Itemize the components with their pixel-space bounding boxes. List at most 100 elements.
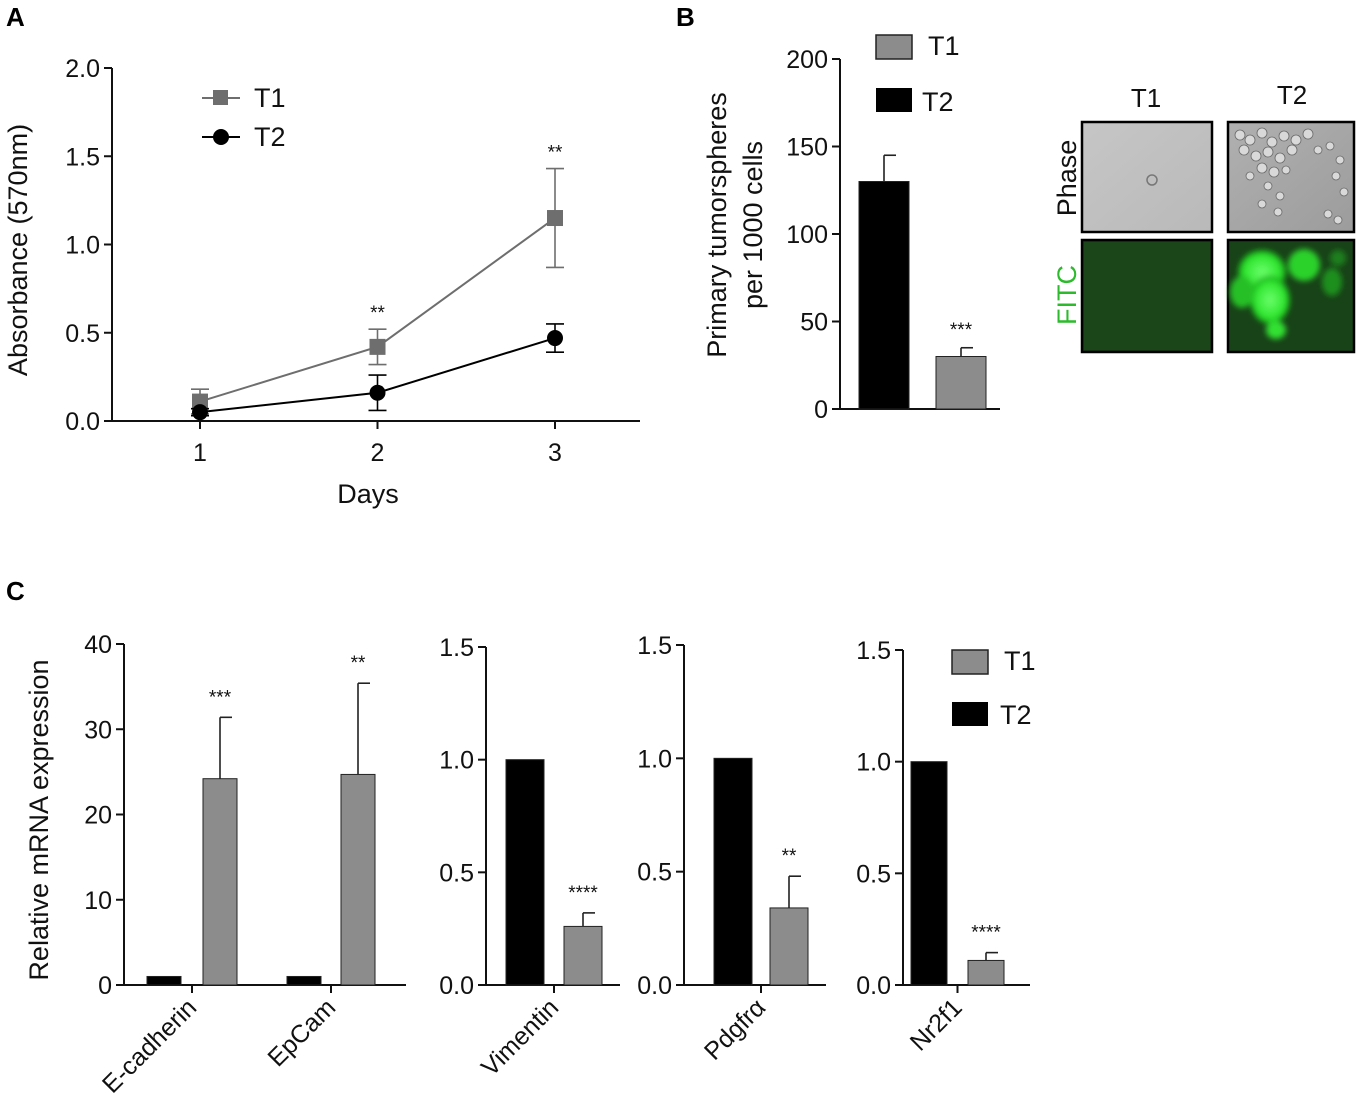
panel-c2-marks: **** bbox=[505, 759, 603, 986]
significance-annotation: ** bbox=[548, 143, 563, 164]
panel-a-x-axis-label: Days bbox=[337, 479, 399, 509]
bar-e-cadherin-t2 bbox=[146, 975, 182, 986]
bar-t2 bbox=[858, 181, 910, 410]
panel-b-legend: T1 T2 bbox=[875, 31, 960, 117]
significance-annotation: *** bbox=[950, 320, 973, 341]
legend-t2-label: T2 bbox=[1000, 700, 1032, 730]
panel-c3-y-tick-label: 1.5 bbox=[637, 632, 672, 660]
panel-a-marks: ** ** bbox=[191, 143, 564, 421]
panel-a-y-tick-label: 0.5 bbox=[65, 320, 100, 348]
data-point-t2 bbox=[369, 384, 386, 401]
panel-c4-y-tick-label: 0.0 bbox=[856, 972, 891, 1000]
significance-annotation: ** bbox=[782, 846, 797, 867]
panel-c4-x-tick-label: Nr2f1 bbox=[905, 993, 968, 1056]
panel-a-x-tick-label: 1 bbox=[193, 439, 207, 467]
panel-b-y-tick-label: 0 bbox=[814, 396, 828, 424]
bar-pdgfrα-t2 bbox=[713, 757, 753, 986]
panel-b-y-axis-label-line2: per 1000 cells bbox=[738, 141, 768, 309]
panel-c2-y-tick-label: 1.0 bbox=[439, 747, 474, 775]
panel-c3-marks: ** bbox=[713, 757, 809, 986]
panel-c3-y-tick-label: 0.0 bbox=[637, 972, 672, 1000]
data-point-t2 bbox=[192, 404, 208, 421]
panel-a-y-tick-label: 0.0 bbox=[65, 408, 100, 436]
legend-t2-swatch bbox=[876, 88, 912, 112]
panel-label-c: C bbox=[6, 576, 25, 606]
panel-b-marks: *** bbox=[858, 154, 987, 410]
micrograph-grid: T1 T2 Phase FITC bbox=[1052, 80, 1356, 354]
bar-vimentin-t2 bbox=[505, 759, 545, 986]
panel-b-y-tick-label: 200 bbox=[786, 46, 828, 74]
panel-a-line-chart: 0.0 0.5 1.0 1.5 2.0 1 2 3 ** ** Days Absorbance … bbox=[3, 55, 640, 509]
legend-t2-label: T2 bbox=[254, 122, 286, 152]
bar-vimentin-t1 bbox=[563, 925, 603, 986]
panel-a-y-tick-label: 1.0 bbox=[65, 232, 100, 260]
data-point-t2 bbox=[547, 330, 563, 347]
panel-a-axes: 0.0 0.5 1.0 1.5 2.0 1 2 3 bbox=[65, 55, 640, 467]
significance-annotation: ** bbox=[351, 653, 366, 674]
panel-c1-x-tick-label: E-cadherin bbox=[97, 993, 202, 1098]
panel-c2-y-tick-label: 1.5 bbox=[439, 634, 474, 662]
micrograph-row-phase-label: Phase bbox=[1052, 140, 1082, 217]
panel-c1-y-tick-label: 40 bbox=[84, 631, 112, 659]
panel-a-x-tick-label: 2 bbox=[371, 439, 385, 467]
panel-c2-y-tick-label: 0.5 bbox=[439, 859, 474, 887]
phase-t2-image bbox=[1226, 120, 1356, 234]
panel-c3-y-tick-label: 0.5 bbox=[637, 859, 672, 887]
significance-annotation: **** bbox=[971, 923, 1001, 944]
bar-nr2f1-t1 bbox=[967, 959, 1005, 986]
panel-a-y-axis-label: Absorbance (570nm) bbox=[3, 124, 33, 376]
bar-pdgfrα-t1 bbox=[769, 907, 809, 986]
panel-c3-x-tick-label: Pdgfrα bbox=[699, 993, 771, 1065]
panel-c4-y-tick-label: 1.5 bbox=[856, 637, 891, 665]
bar-epcam-t2 bbox=[286, 975, 322, 986]
bar-t1 bbox=[935, 356, 987, 410]
panel-b-y-axis-label-line1: Primary tumorspheres bbox=[702, 92, 732, 358]
significance-annotation: ** bbox=[370, 303, 385, 324]
panel-c3-y-tick-label: 1.0 bbox=[637, 745, 672, 773]
panel-b-axes: 0 50 100 150 200 bbox=[786, 46, 1000, 424]
legend-t1-label: T1 bbox=[928, 31, 960, 61]
panel-c1-x-tick-label: EpCam bbox=[262, 993, 341, 1072]
panel-c-legend: T1 T2 bbox=[951, 646, 1036, 730]
panel-c1-y-tick-label: 20 bbox=[84, 802, 112, 830]
panel-a-x-tick-label: 3 bbox=[548, 439, 562, 467]
bar-nr2f1-t2 bbox=[910, 761, 948, 986]
panel-a-y-tick-label: 2.0 bbox=[65, 55, 100, 83]
bar-e-cadherin-t1 bbox=[202, 778, 238, 986]
phase-t1-image bbox=[1080, 120, 1214, 234]
panel-c2-y-tick-label: 0.0 bbox=[439, 972, 474, 1000]
fitc-t1-image bbox=[1080, 238, 1214, 354]
panel-c2-x-tick-label: Vimentin bbox=[476, 993, 564, 1081]
legend-t1-swatch bbox=[875, 34, 913, 60]
panel-c1-y-tick-label: 10 bbox=[84, 887, 112, 915]
panel-b-bar-chart: 0 50 100 150 200 *** Primary tumorspheres pe… bbox=[702, 31, 1000, 424]
legend-t2-circle-marker bbox=[213, 129, 229, 145]
micrograph-row-fitc-label: FITC bbox=[1052, 265, 1082, 325]
panel-b-y-tick-label: 50 bbox=[800, 309, 828, 337]
fitc-t2-image bbox=[1226, 238, 1356, 354]
panel-label-a: A bbox=[6, 2, 25, 32]
legend-t1-label: T1 bbox=[254, 83, 286, 113]
panel-c4-y-tick-label: 1.0 bbox=[856, 749, 891, 777]
panel-a-y-tick-label: 1.5 bbox=[65, 143, 100, 171]
bar-epcam-t1 bbox=[340, 773, 376, 986]
micrograph-col-t1: T1 bbox=[1131, 83, 1161, 113]
panel-c1-y-tick-label: 0 bbox=[98, 972, 112, 1000]
data-point-t1 bbox=[547, 210, 563, 227]
panel-label-b: B bbox=[676, 2, 695, 32]
legend-t2-swatch bbox=[952, 702, 988, 726]
legend-t2-label: T2 bbox=[922, 87, 954, 117]
legend-t1-label: T1 bbox=[1004, 646, 1036, 676]
panel-a-legend: T1 T2 bbox=[202, 83, 286, 152]
legend-t1-square-marker bbox=[213, 90, 228, 105]
significance-annotation: *** bbox=[209, 687, 232, 708]
significance-annotation: **** bbox=[568, 883, 598, 904]
legend-t1-swatch bbox=[951, 649, 989, 675]
panel-c4-marks: **** bbox=[910, 761, 1005, 986]
panel-b-y-tick-label: 100 bbox=[786, 221, 828, 249]
panel-c4-y-tick-label: 0.5 bbox=[856, 860, 891, 888]
panel-c1-y-tick-label: 30 bbox=[84, 716, 112, 744]
micrograph-col-t2: T2 bbox=[1277, 80, 1307, 110]
